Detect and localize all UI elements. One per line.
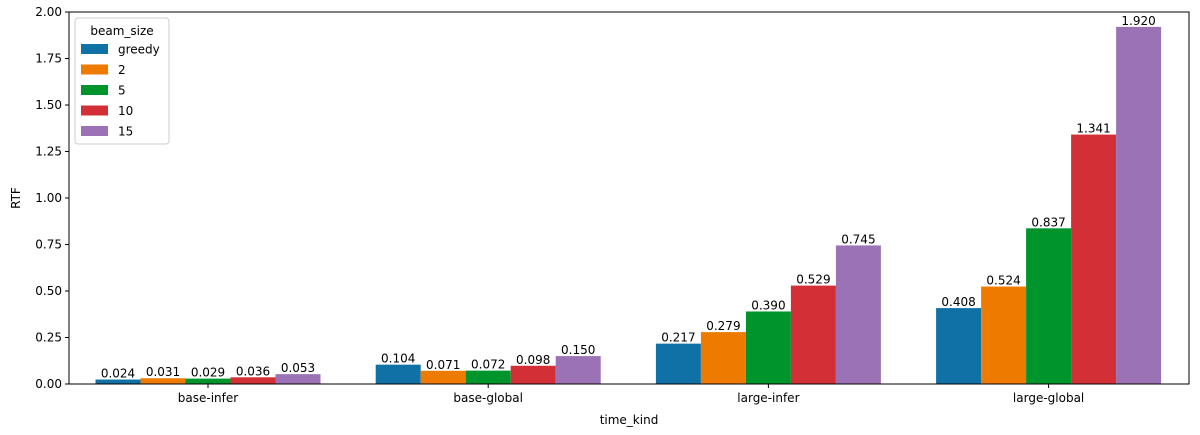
x-tick-label-base-global: base-global — [453, 391, 523, 405]
bar-label-base-global-greedy: 0.104 — [381, 352, 415, 366]
bar-label-large-infer-10: 0.529 — [796, 273, 830, 287]
x-tick-label-base-infer: base-infer — [178, 391, 238, 405]
bar-base-global-greedy — [375, 364, 421, 384]
legend-label-greedy: greedy — [118, 43, 160, 57]
legend-label-5: 5 — [118, 84, 126, 98]
bar-large-global-10 — [1071, 134, 1117, 384]
y-tick-label-2: 0.50 — [35, 284, 62, 298]
bar-large-global-2 — [981, 286, 1027, 384]
bar-label-base-global-10: 0.098 — [516, 353, 550, 367]
bar-label-base-global-15: 0.150 — [561, 343, 595, 357]
bars-group — [95, 26, 1162, 384]
bar-label-base-infer-2: 0.031 — [146, 365, 180, 379]
bar-base-infer-2 — [140, 378, 186, 384]
x-tick-label-large-global: large-global — [1013, 391, 1084, 405]
legend-label-15: 15 — [118, 125, 133, 139]
bar-label-large-global-5: 0.837 — [1031, 215, 1065, 229]
legend-label-2: 2 — [118, 63, 126, 77]
bar-base-infer-greedy — [95, 379, 141, 384]
bar-label-base-infer-greedy: 0.024 — [101, 367, 135, 381]
bar-base-infer-5 — [185, 378, 231, 384]
bar-label-large-infer-5: 0.390 — [751, 298, 785, 312]
y-tick-label-4: 1.00 — [35, 191, 62, 205]
bar-large-infer-10 — [790, 285, 836, 384]
bar-large-global-5 — [1026, 228, 1072, 384]
bar-label-base-global-2: 0.071 — [426, 358, 460, 372]
bar-label-base-infer-15: 0.053 — [281, 361, 315, 375]
bar-large-global-15 — [1116, 26, 1162, 384]
bar-label-large-global-2: 0.524 — [986, 274, 1020, 288]
legend-swatch-5 — [81, 85, 108, 95]
y-tick-label-3: 0.75 — [35, 238, 62, 252]
legend-title: beam_size — [90, 24, 153, 38]
y-axis-title: RTF — [9, 187, 23, 209]
bar-large-global-greedy — [936, 308, 982, 384]
bar-large-infer-greedy — [655, 343, 701, 384]
y-tick-label-8: 2.00 — [35, 5, 62, 19]
bar-large-infer-15 — [835, 245, 881, 384]
bar-label-large-infer-15: 0.745 — [841, 232, 875, 246]
bar-base-global-15 — [555, 356, 601, 384]
legend-label-10: 10 — [118, 104, 133, 118]
y-tick-label-7: 1.75 — [35, 52, 62, 66]
bar-label-large-global-greedy: 0.408 — [941, 295, 975, 309]
bar-base-infer-10 — [230, 377, 276, 384]
y-tick-label-1: 0.25 — [35, 331, 62, 345]
y-axis: 0.00 0.25 0.50 0.75 1.00 1.25 1.50 1.75 2.00 — [35, 5, 69, 391]
legend: beam_size greedy 2 5 10 15 — [74, 17, 170, 145]
legend-swatch-2 — [81, 64, 108, 75]
bar-label-large-global-10: 1.341 — [1076, 122, 1110, 136]
bar-label-large-infer-2: 0.279 — [706, 319, 740, 333]
y-tick-label-5: 1.25 — [35, 145, 62, 159]
bar-label-large-infer-greedy: 0.217 — [661, 331, 695, 345]
bar-labels-group: 0.024 0.031 0.029 0.036 0.053 0.104 0.071 0.072… — [101, 14, 1156, 381]
legend-swatch-15 — [81, 126, 108, 136]
bar-label-base-infer-5: 0.029 — [191, 366, 225, 380]
bar-label-base-global-5: 0.072 — [471, 358, 505, 372]
bar-base-global-5 — [465, 370, 511, 384]
y-tick-label-0: 0.00 — [35, 377, 62, 391]
bar-base-global-2 — [420, 370, 466, 384]
legend-swatch-10 — [81, 105, 108, 116]
bar-large-infer-5 — [745, 311, 791, 384]
x-axis-title: time_kind — [600, 413, 659, 427]
x-tick-label-large-infer: large-infer — [737, 391, 799, 405]
y-tick-label-6: 1.50 — [35, 98, 62, 112]
x-axis: base-infer base-global large-infer large-gl… — [178, 384, 1084, 405]
bar-label-large-global-15: 1.920 — [1121, 14, 1155, 28]
bar-large-infer-2 — [700, 332, 746, 384]
bar-base-global-10 — [510, 365, 556, 384]
legend-swatch-greedy — [81, 44, 108, 54]
bar-label-base-infer-10: 0.036 — [236, 364, 270, 378]
bar-base-infer-15 — [275, 374, 321, 384]
